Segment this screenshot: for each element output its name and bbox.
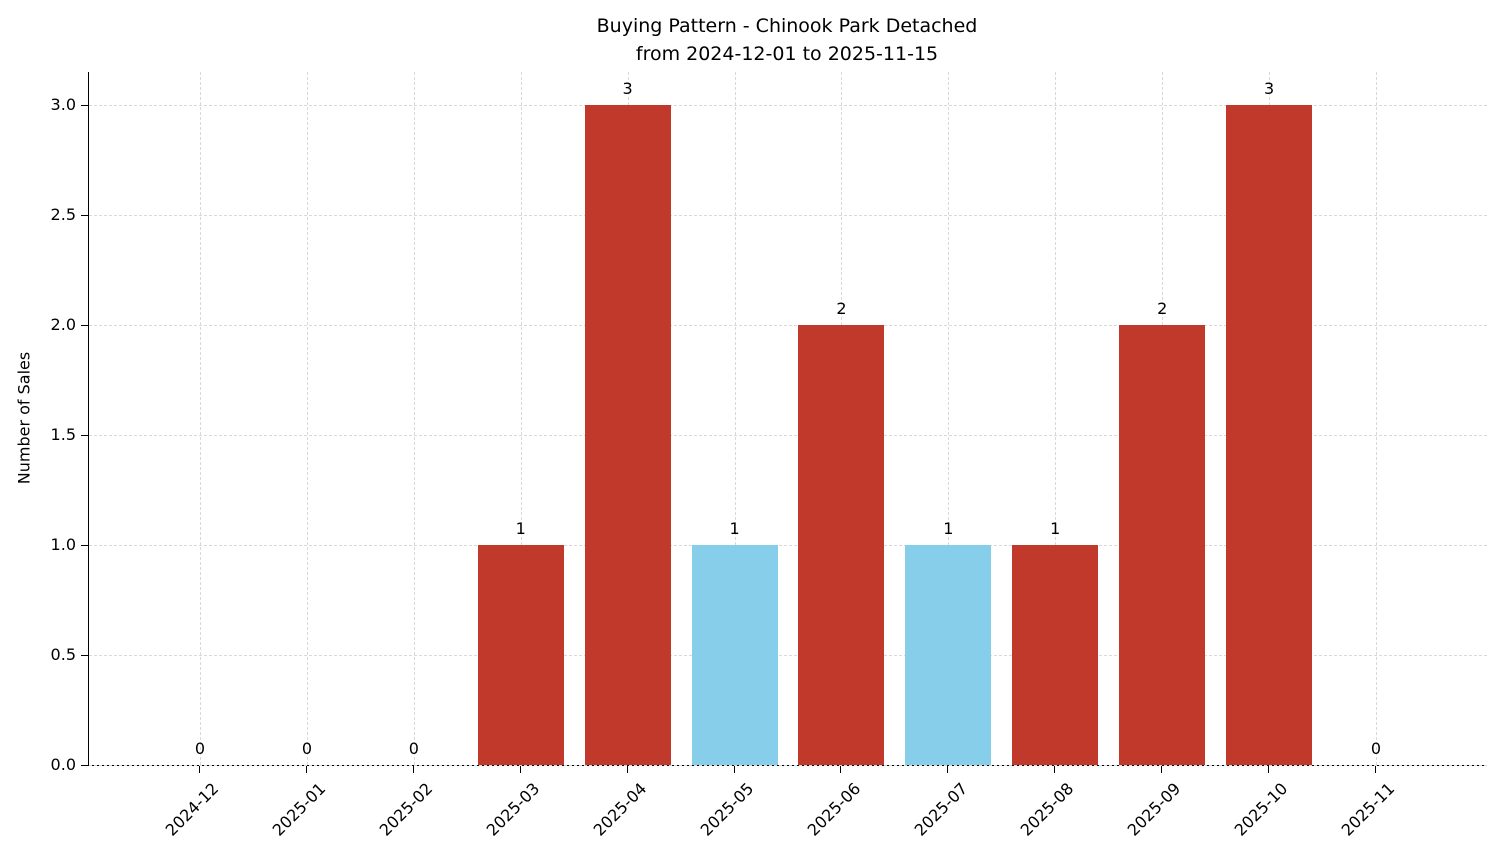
bar-value-label: 1 [729, 519, 740, 538]
gridline-vertical [1055, 72, 1057, 765]
bar-2025-10 [1226, 105, 1313, 765]
x-tick-mark [626, 766, 628, 773]
bar-value-label: 1 [515, 519, 526, 538]
bar-value-label: 0 [408, 739, 419, 758]
y-axis-label: Number of Sales [14, 351, 34, 485]
y-tick-mark [81, 215, 88, 216]
bar-value-label: 3 [622, 79, 633, 98]
x-tick-label: 2025-10 [1230, 779, 1292, 840]
bar-2025-03 [477, 545, 564, 765]
gridline-vertical [1376, 72, 1377, 765]
y-tick-label: 1.5 [50, 425, 76, 444]
x-tick-label: 2025-09 [1123, 779, 1185, 840]
gridline-vertical [306, 72, 308, 765]
y-tick-label: 0.5 [50, 645, 76, 664]
gridline-vertical [520, 72, 522, 765]
bar-2025-06 [798, 325, 885, 765]
y-tick-label: 0.0 [50, 755, 76, 774]
gridline-horizontal [89, 105, 1487, 106]
bar-2025-09 [1119, 325, 1206, 765]
gridline-vertical [948, 72, 950, 765]
x-tick-label: 2025-06 [803, 779, 864, 840]
x-tick-mark [1268, 766, 1270, 773]
bar-value-label: 2 [1157, 299, 1168, 318]
chart-title-block: Buying Pattern - Chinook Park Detached f… [88, 12, 1486, 68]
x-tick-mark [199, 766, 200, 773]
x-tick-mark [1375, 766, 1376, 773]
x-tick-label: 2025-02 [375, 779, 437, 840]
y-tick-mark [81, 105, 88, 106]
gridline-horizontal [89, 655, 1487, 656]
y-tick-label: 1.0 [50, 535, 76, 554]
x-tick-mark [519, 766, 521, 773]
gridline-horizontal [89, 215, 1487, 216]
chart-subtitle: from 2024-12-01 to 2025-11-15 [635, 43, 939, 65]
gridline-vertical [200, 72, 201, 765]
y-tick-mark [81, 655, 88, 656]
y-tick-mark [81, 325, 88, 326]
x-tick-mark [840, 766, 842, 773]
bar-value-label: 2 [836, 299, 847, 318]
gridline-horizontal [89, 765, 1487, 766]
x-tick-label: 2025-07 [910, 779, 971, 840]
y-tick-label: 2.0 [50, 315, 76, 334]
y-tick-mark [81, 545, 88, 546]
y-tick-label: 2.5 [50, 205, 76, 224]
bar-value-label: 0 [194, 739, 206, 758]
bar-2025-04 [584, 105, 671, 765]
bar-2025-08 [1012, 545, 1099, 765]
bar-value-label: 0 [301, 739, 312, 758]
bar-2025-07 [905, 545, 992, 765]
gridline-horizontal [89, 435, 1487, 436]
bar-value-label: 1 [943, 519, 954, 538]
x-tick-label: 2025-01 [268, 779, 330, 840]
x-tick-label: 2025-03 [482, 779, 544, 840]
x-tick-label: 2024-12 [161, 779, 223, 840]
x-tick-mark [947, 766, 949, 773]
x-tick-mark [1161, 766, 1163, 773]
y-tick-label: 3.0 [50, 95, 76, 114]
x-tick-label: 2025-11 [1337, 779, 1399, 840]
gridline-vertical [734, 72, 736, 765]
x-tick-label: 2025-05 [696, 779, 757, 840]
bar-value-label: 3 [1263, 79, 1275, 98]
bar-value-label: 1 [1050, 519, 1061, 538]
plot-area: 0 0 0 1 3 1 2 1 1 2 3 0 [88, 72, 1487, 766]
x-tick-label: 2025-08 [1017, 779, 1078, 840]
gridline-horizontal [89, 545, 1487, 546]
gridline-vertical [413, 72, 415, 765]
x-tick-mark [305, 766, 307, 773]
x-tick-mark [1054, 766, 1056, 773]
gridline-horizontal [89, 325, 1487, 326]
x-tick-mark [733, 766, 735, 773]
bar-2025-05 [691, 545, 778, 765]
x-tick-mark [412, 766, 414, 773]
y-tick-mark [81, 435, 88, 436]
x-tick-label: 2025-04 [589, 779, 651, 840]
y-tick-mark [81, 765, 88, 766]
chart-title: Buying Pattern - Chinook Park Detached [596, 15, 978, 37]
bar-value-label: 0 [1370, 739, 1382, 758]
